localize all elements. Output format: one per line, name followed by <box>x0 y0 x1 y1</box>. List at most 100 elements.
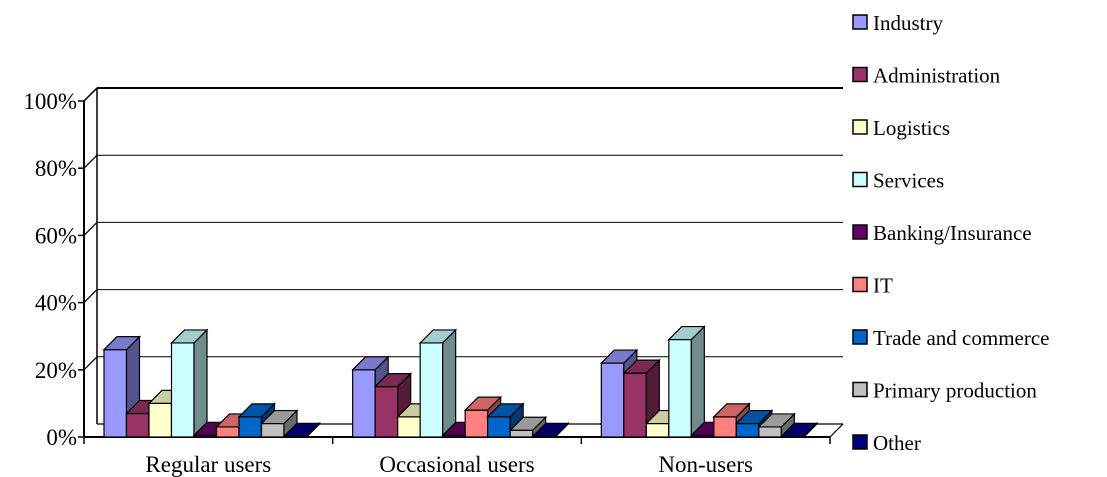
legend-swatch <box>852 171 868 188</box>
legend-swatch <box>852 66 868 83</box>
legend-item: Banking/Insurance <box>852 221 1032 245</box>
bar-top <box>734 409 774 425</box>
bar-front <box>735 422 760 438</box>
bar <box>622 358 661 439</box>
bar-top <box>599 349 639 364</box>
bar-top <box>779 422 819 437</box>
legend-label: Other <box>873 431 921 455</box>
bar <box>170 328 209 439</box>
bar <box>508 415 548 439</box>
y-tick-label: 0% <box>46 425 77 450</box>
legend-label: Industry <box>873 11 943 35</box>
bar-top <box>351 356 390 371</box>
bar-top <box>373 373 413 388</box>
bar <box>667 325 706 439</box>
bar-front <box>215 426 240 438</box>
bar-front <box>600 362 625 438</box>
legend-item: Primary production <box>852 379 1037 403</box>
y-tick-label: 60% <box>35 223 77 248</box>
y-tick-labels: 0% 20% 40% 60% 80% 100% <box>23 89 77 450</box>
legend-swatch <box>852 119 868 135</box>
bar-side <box>193 328 208 439</box>
bar-side <box>442 328 457 439</box>
bar <box>260 409 299 439</box>
gridline-depth <box>83 221 98 236</box>
bar-top <box>418 329 458 344</box>
legend-label: IT <box>873 274 893 298</box>
legend-swatch <box>852 14 868 30</box>
bar <box>237 402 276 439</box>
bars <box>102 325 819 439</box>
legend-swatch <box>852 434 868 450</box>
y-tick-label: 80% <box>35 156 77 181</box>
bar-front <box>374 386 399 438</box>
bar-front <box>487 416 511 438</box>
bar-top <box>508 416 548 431</box>
y-tick-label: 100% <box>23 89 77 114</box>
bar-top <box>260 409 299 425</box>
legend-label: Services <box>873 169 944 193</box>
bar-front <box>170 342 195 438</box>
bar-front <box>125 412 150 438</box>
bar-top <box>712 403 751 418</box>
grid-lines <box>83 87 843 371</box>
bar-front <box>668 338 692 438</box>
legend-item: Services <box>852 169 944 193</box>
bar-front <box>148 402 173 438</box>
category-label: Occasional users <box>379 452 534 477</box>
bar-top <box>282 422 321 437</box>
legend-item: Trade and commerce <box>852 326 1050 350</box>
bar-front <box>260 422 285 438</box>
bar-front <box>419 342 444 438</box>
bar-front <box>645 422 670 438</box>
gridline-depth <box>83 356 98 371</box>
bar-side <box>690 325 705 439</box>
legend-label: Trade and commerce <box>873 326 1050 350</box>
bar-top <box>667 325 706 341</box>
bar-top <box>531 422 570 437</box>
legend-label: Primary production <box>873 379 1037 403</box>
bar-front <box>238 416 263 438</box>
side-wall-top <box>83 87 98 102</box>
legend-label: Administration <box>873 64 1001 88</box>
legend-label: Logistics <box>873 116 950 140</box>
legend-item: Other <box>852 431 921 455</box>
legend-item: Logistics <box>852 116 950 140</box>
bar-top <box>757 413 796 428</box>
legend-label: Banking/Insurance <box>873 221 1032 245</box>
bar <box>757 412 796 439</box>
bar <box>282 421 321 439</box>
legend-swatch <box>852 224 868 240</box>
category-labels: Regular users Occasional users Non-users <box>145 452 753 477</box>
bar-top <box>102 336 141 351</box>
bar <box>779 421 819 439</box>
y-tick-label: 40% <box>35 291 77 316</box>
legend-item: Administration <box>852 64 1001 88</box>
y-tick-label: 20% <box>35 358 77 383</box>
category-label: Regular users <box>145 452 271 477</box>
bar-top <box>463 396 503 411</box>
legend-item: Industry <box>852 11 943 35</box>
gridline-depth <box>83 289 98 304</box>
bar-top <box>237 403 276 418</box>
bar-front <box>352 369 376 438</box>
bar-front <box>509 429 534 438</box>
bar-front <box>103 349 128 438</box>
legend-swatch <box>852 381 868 398</box>
bar-front <box>464 409 489 438</box>
bar-front <box>713 416 737 438</box>
bar <box>531 421 570 439</box>
bar-front <box>758 426 782 438</box>
bar-top <box>622 359 661 374</box>
legend-swatch <box>852 329 868 345</box>
bar-front <box>397 416 421 438</box>
category-label: Non-users <box>658 452 753 477</box>
bar-top <box>170 329 209 344</box>
bar-front <box>623 372 647 438</box>
legend-item: IT <box>852 274 893 298</box>
gridline-depth <box>83 154 98 169</box>
legend: Industry Administration Logistics Services B… <box>852 11 1050 455</box>
legend-swatch <box>852 276 868 293</box>
bar <box>418 328 458 439</box>
